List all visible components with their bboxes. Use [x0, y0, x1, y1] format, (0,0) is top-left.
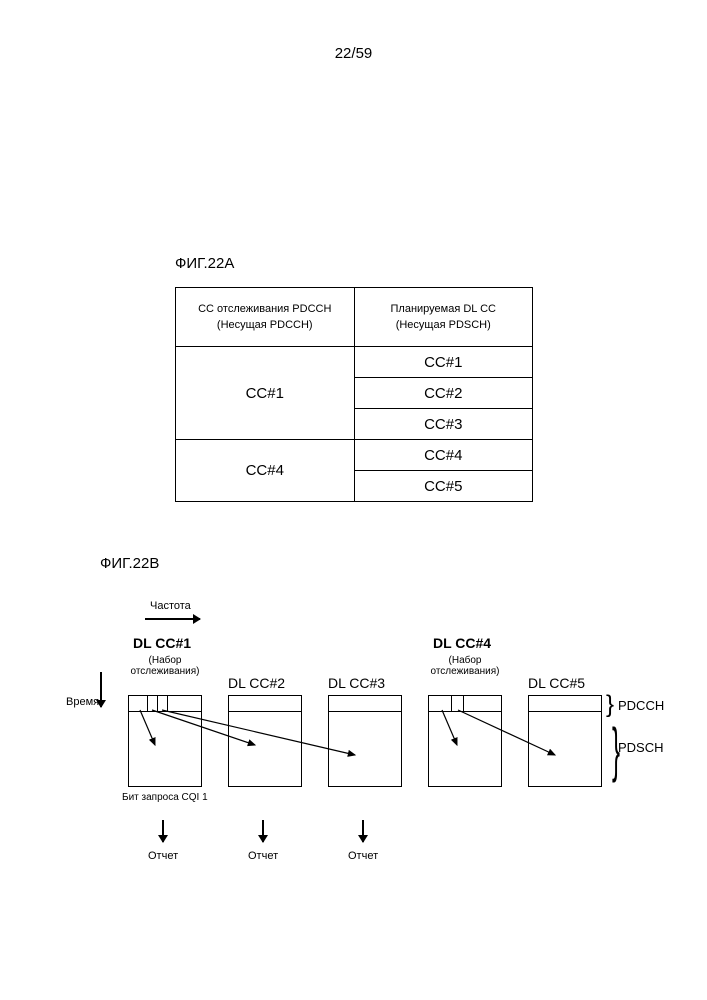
- pdcch-region: [329, 696, 401, 712]
- cc-block-5: [528, 695, 602, 787]
- vline: [147, 696, 148, 711]
- report-arrow-icon: [262, 820, 264, 842]
- pdcch-region: [529, 696, 601, 712]
- report-label-3: Отчет: [348, 850, 378, 862]
- hdr-right-line2: (Несущая PDSCH): [396, 319, 491, 331]
- hdr-right-line1: Планируемая DL CC: [391, 303, 496, 315]
- vline: [157, 696, 158, 711]
- table-cell: CC#3: [354, 409, 533, 440]
- cc-label-3: DL CC#3: [328, 675, 385, 691]
- hdr-left-line2: (Несущая PDCCH): [217, 319, 313, 331]
- table-cell: CC#2: [354, 378, 533, 409]
- table-header-right: Планируемая DL CC (Несущая PDSCH): [354, 288, 533, 347]
- cqi-bit-label: Бит запроса CQI 1: [122, 792, 208, 803]
- frequency-arrow-icon: [145, 618, 200, 620]
- monitoring-label-1: (Наборотслеживания): [125, 655, 205, 677]
- brace-icon: }: [606, 693, 614, 717]
- page-number: 22/59: [0, 45, 707, 62]
- cc-mapping-table: СС отслеживания PDCCH (Несущая PDCCH) Пл…: [175, 287, 533, 502]
- report-label-1: Отчет: [148, 850, 178, 862]
- table-cell: CC#4: [354, 440, 533, 471]
- report-label-2: Отчет: [248, 850, 278, 862]
- report-arrow-icon: [162, 820, 164, 842]
- cc-label-2: DL CC#2: [228, 675, 285, 691]
- cc-label-4: DL CC#4: [433, 635, 491, 651]
- table-cell: CC#5: [354, 471, 533, 502]
- fig-b-label: ФИГ.22B: [100, 555, 159, 572]
- fig-a-label: ФИГ.22A: [175, 255, 234, 272]
- hdr-left-line1: СС отслеживания PDCCH: [198, 303, 331, 315]
- cc-block-4: [428, 695, 502, 787]
- time-label: Время: [66, 696, 99, 708]
- cc-label-5: DL CC#5: [528, 675, 585, 691]
- cc-block-2: [228, 695, 302, 787]
- table-header-left: СС отслеживания PDCCH (Несущая PDCCH): [176, 288, 355, 347]
- vline: [451, 696, 452, 711]
- cc-label-1: DL CC#1: [133, 635, 191, 651]
- monitoring-label-2: (Наборотслеживания): [425, 655, 505, 677]
- report-arrow-icon: [362, 820, 364, 842]
- vline: [463, 696, 464, 711]
- cc-block-1: [128, 695, 202, 787]
- time-arrow-icon: [100, 672, 102, 707]
- pdcch-region: [229, 696, 301, 712]
- pdcch-region: [429, 696, 501, 712]
- pdcch-region: [129, 696, 201, 712]
- table-cell-cc1: CC#1: [176, 347, 355, 440]
- table-cell: CC#1: [354, 347, 533, 378]
- table-cell-cc4: CC#4: [176, 440, 355, 502]
- cc-block-3: [328, 695, 402, 787]
- vline: [167, 696, 168, 711]
- pdsch-side-label: PDSCH: [618, 740, 664, 755]
- frequency-label: Частота: [150, 600, 191, 612]
- pdcch-side-label: PDCCH: [618, 698, 664, 713]
